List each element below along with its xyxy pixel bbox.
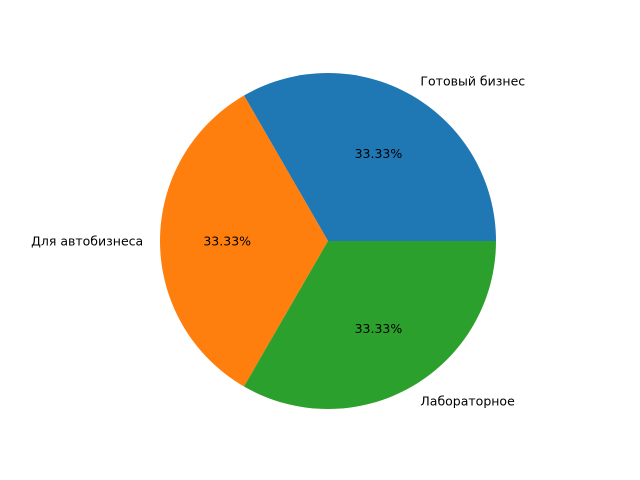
- pie-percent-label: 33.33%: [355, 321, 403, 336]
- pie-slice-готовый-бизнес: [244, 73, 496, 241]
- pie-slices: [160, 73, 496, 409]
- pie-percent-label: 33.33%: [355, 146, 403, 161]
- pie-label: Готовый бизнес: [420, 73, 525, 88]
- pie-label: Для автобизнеса: [31, 234, 143, 249]
- pie-percent-label: 33.33%: [203, 234, 251, 249]
- pie-labels: Готовый бизнес 33.33% Для автобизнеса 33.33…: [31, 73, 525, 408]
- pie-slice-для-автобизнеса: [160, 95, 328, 387]
- pie-label: Лабораторное: [420, 394, 515, 409]
- pie-slice-лабораторное: [244, 241, 496, 409]
